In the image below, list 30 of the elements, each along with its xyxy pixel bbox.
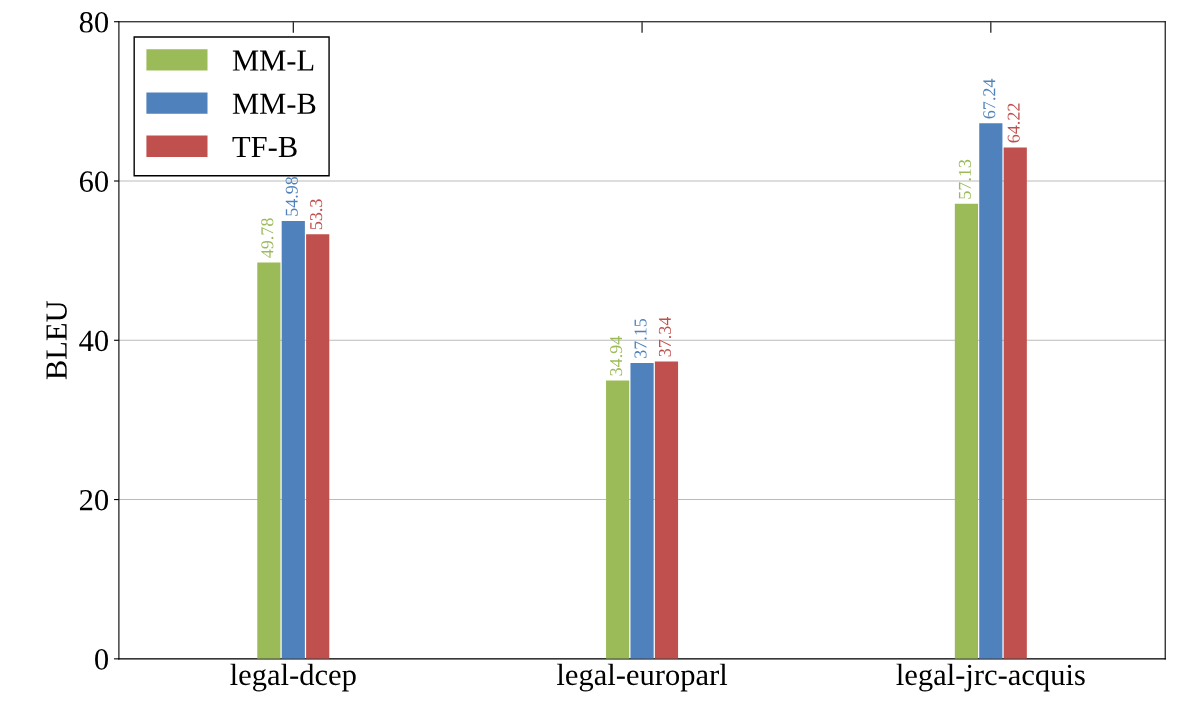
- data-label: 37.34: [658, 316, 672, 357]
- bar: [954, 203, 979, 659]
- legend-label: MM-L: [232, 50, 314, 71]
- x-tick-label: legal-europarl: [556, 663, 728, 692]
- y-tick-label: 20: [79, 489, 109, 511]
- y-axis-title: BLEU: [46, 301, 67, 380]
- x-tick-label: legal-dcep: [230, 663, 356, 692]
- legend-label: MM-B: [232, 93, 316, 114]
- data-label: 57.13: [958, 159, 972, 199]
- y-tick-label: 40: [79, 330, 109, 352]
- bar: [257, 262, 281, 659]
- bar: [654, 361, 679, 659]
- y-tick-label: 80: [79, 12, 109, 33]
- y-tick-label: 60: [79, 171, 109, 192]
- bar: [306, 234, 330, 659]
- data-label: 67.24: [983, 78, 996, 119]
- x-tick-label: legal-jrc-acquis: [896, 663, 1085, 692]
- data-label: 54.98: [285, 176, 298, 216]
- bar: [630, 362, 654, 659]
- bar: [281, 220, 305, 659]
- data-label: 64.22: [1007, 103, 1020, 143]
- data-label: 37.15: [634, 318, 647, 358]
- bar: [1003, 147, 1027, 659]
- y-tick-label: 0: [95, 649, 109, 670]
- data-label: 49.78: [261, 218, 274, 258]
- bar: [979, 123, 1003, 659]
- bar: [606, 380, 630, 659]
- data-label: 34.94: [610, 336, 623, 376]
- data-label: 53.3: [310, 199, 323, 230]
- legend-label: TF-B: [232, 136, 297, 158]
